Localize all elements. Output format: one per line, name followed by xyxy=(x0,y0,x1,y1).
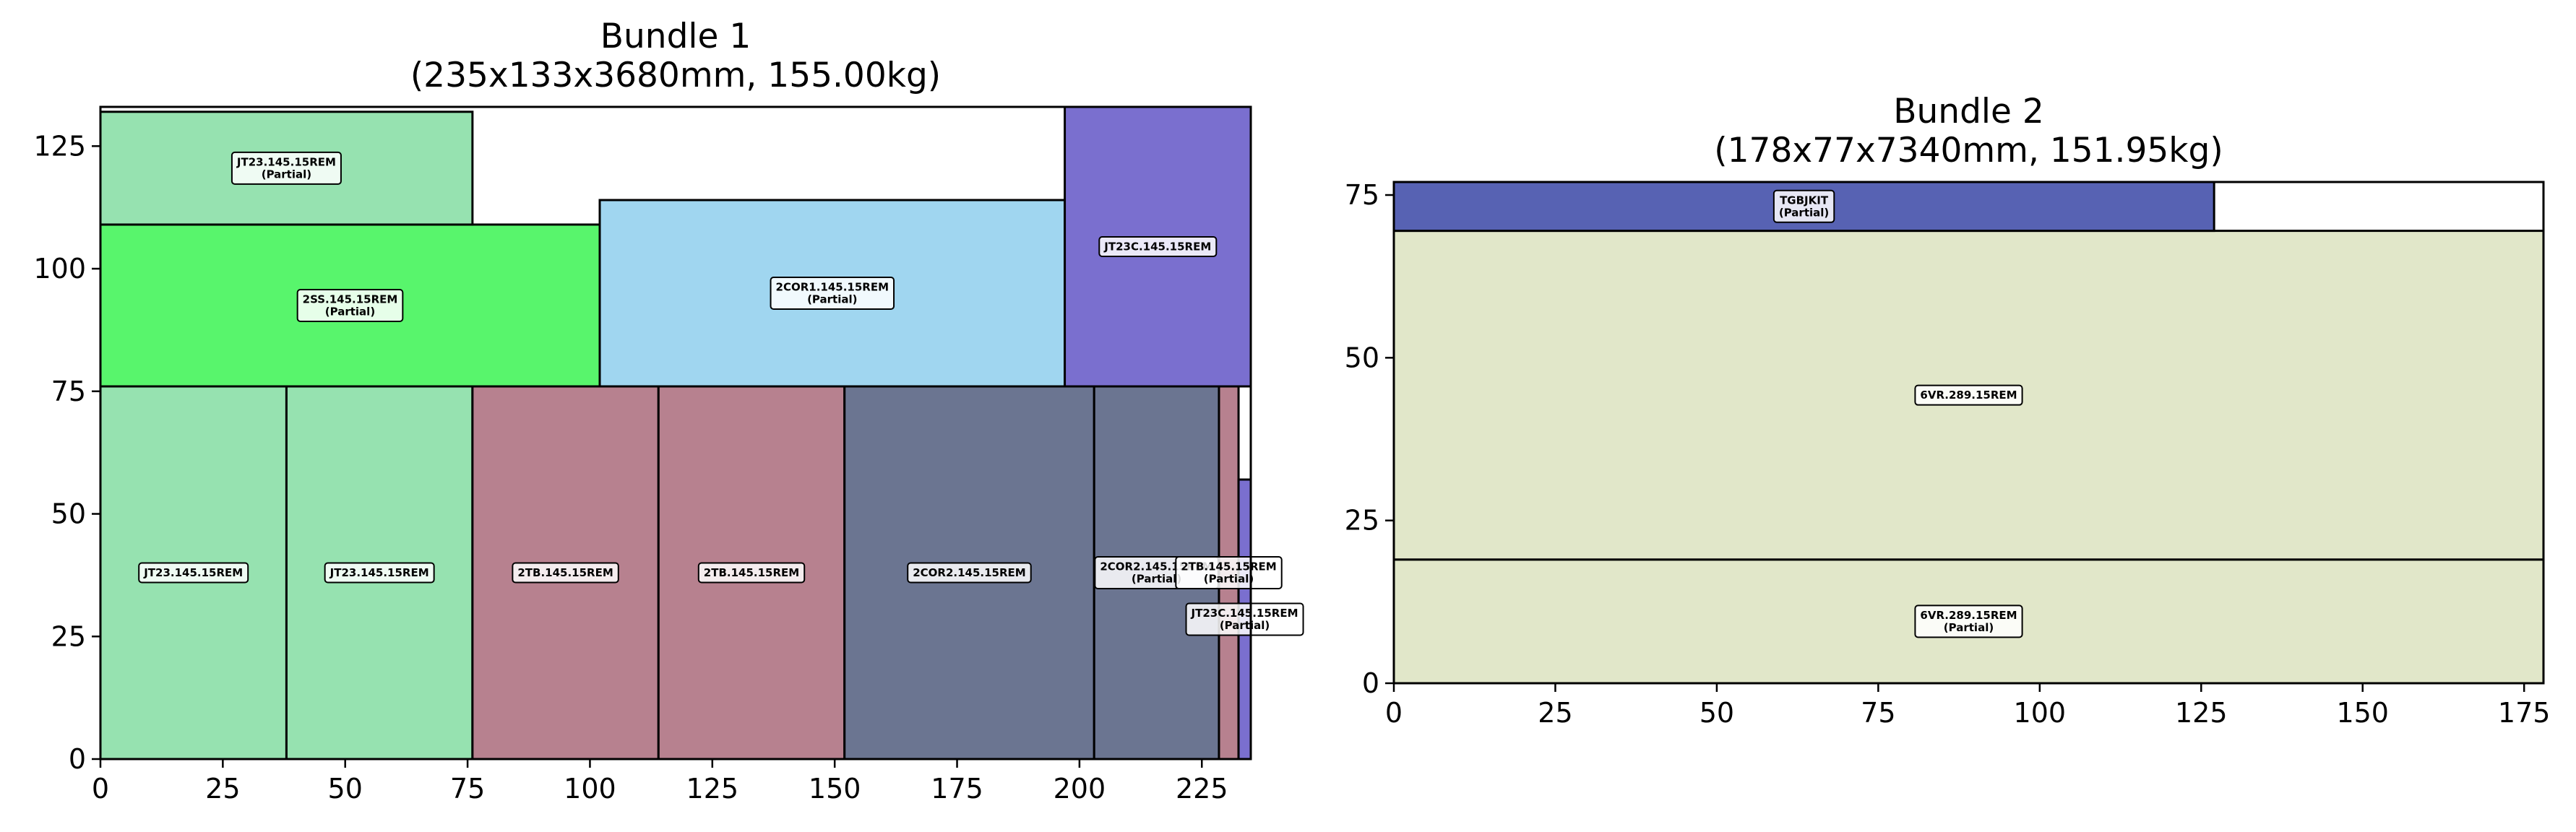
item-label-text: JT23.145.15REM xyxy=(236,155,336,168)
item-label-box xyxy=(1914,384,2023,406)
subplot-1: Bundle 1(235x133x3680mm, 155.00kg) JT23.1… xyxy=(33,17,1304,805)
item-label-box xyxy=(1175,556,1283,589)
chart-title: Bundle 1 xyxy=(600,17,751,56)
x-tick-label: 175 xyxy=(931,773,983,805)
x-tick-label: 75 xyxy=(1861,697,1895,729)
item-label-2: JT23.145.15REM xyxy=(324,562,435,584)
item-label-box xyxy=(1772,189,1835,223)
y-tick-label: 25 xyxy=(51,620,86,652)
item-label-7: 2TB.145.15REM(Partial) xyxy=(1175,556,1283,589)
item-label-text: 2SS.145.15REM xyxy=(303,292,398,306)
item-label-text: 2TB.145.15REM xyxy=(517,566,613,579)
y-tick-label: 0 xyxy=(1362,667,1379,699)
x-tick-label: 175 xyxy=(2498,697,2551,729)
item-label-box xyxy=(907,562,1032,584)
item-label-box xyxy=(296,288,404,322)
chart-title: Bundle 2 xyxy=(1893,92,2043,131)
item-label-9: 2SS.145.15REM(Partial) xyxy=(296,288,404,322)
item-label-5: 2COR2.145.15REM xyxy=(907,562,1032,584)
y-tick-label: 125 xyxy=(33,130,86,162)
item-label-text: (Partial) xyxy=(262,168,311,181)
item-label-box xyxy=(1914,604,2023,638)
item-label-box xyxy=(770,277,895,310)
y-tick-label: 25 xyxy=(1345,505,1379,537)
x-tick-label: 50 xyxy=(1700,697,1734,729)
axes-frame xyxy=(1392,181,2545,685)
item-label-text: (Partial) xyxy=(1779,206,1829,219)
item-label-box xyxy=(1098,236,1218,257)
item-label-text: 6VR.289.15REM xyxy=(1920,609,2017,622)
item-label-box xyxy=(1185,602,1304,636)
item-label-text: (Partial) xyxy=(1204,573,1254,586)
item-label-3: TGBJKIT(Partial) xyxy=(1772,189,1835,223)
item-label-box xyxy=(324,562,435,584)
x-tick-label: 150 xyxy=(2336,697,2389,729)
x-tick-label: 25 xyxy=(205,773,240,805)
chart-subtitle: (178x77x7340mm, 151.95kg) xyxy=(1714,131,2223,170)
item-label-text: JT23C.145.15REM xyxy=(1191,607,1298,620)
item-label-text: (Partial) xyxy=(1132,573,1181,586)
x-tick-label: 125 xyxy=(2175,697,2228,729)
item-label-text: 2TB.145.15REM xyxy=(704,566,799,579)
item-label-text: (Partial) xyxy=(807,293,857,306)
item-label-text: 2COR1.145.15REM xyxy=(776,281,889,294)
x-tick-label: 100 xyxy=(564,773,616,805)
y-tick-label: 50 xyxy=(51,498,86,530)
x-tick-label: 75 xyxy=(450,773,485,805)
item-label-box xyxy=(697,562,806,584)
x-tick-label: 200 xyxy=(1054,773,1106,805)
subplot-2: Bundle 2(178x77x7340mm, 151.95kg) 6VR.289… xyxy=(1345,92,2551,729)
item-label-box xyxy=(231,151,342,185)
item-label-11: 2COR1.145.15REM(Partial) xyxy=(770,277,895,310)
x-tick-label: 25 xyxy=(1538,697,1572,729)
y-tick-label: 75 xyxy=(1345,179,1379,211)
item-label-box xyxy=(138,562,249,584)
item-label-10: JT23.145.15REM(Partial) xyxy=(231,151,342,185)
item-label-text: (Partial) xyxy=(1944,621,1994,634)
item-label-text: JT23.145.15REM xyxy=(143,566,243,579)
x-tick-label: 150 xyxy=(809,773,861,805)
item-label-3: 2TB.145.15REM xyxy=(512,562,619,584)
item-label-text: (Partial) xyxy=(1220,619,1270,632)
y-tick-label: 50 xyxy=(1345,342,1379,373)
item-label-text: 6VR.289.15REM xyxy=(1920,389,2017,402)
item-label-2: 6VR.289.15REM xyxy=(1914,384,2023,406)
item-label-8: JT23C.145.15REM(Partial) xyxy=(1185,602,1304,636)
axes-frame xyxy=(99,105,1252,760)
item-label-1: JT23.145.15REM xyxy=(138,562,249,584)
item-label-text: 2COR2.145.15REM xyxy=(913,566,1026,579)
y-tick-label: 75 xyxy=(51,376,86,407)
item-label-text: (Partial) xyxy=(325,305,375,318)
x-tick-label: 0 xyxy=(1385,697,1403,729)
item-label-text: TGBJKIT xyxy=(1780,194,1829,207)
y-tick-label: 100 xyxy=(33,253,86,285)
item-label-text: JT23.145.15REM xyxy=(329,566,429,579)
x-tick-label: 100 xyxy=(2014,697,2067,729)
chart-subtitle: (235x133x3680mm, 155.00kg) xyxy=(410,56,941,95)
x-tick-label: 125 xyxy=(686,773,739,805)
x-tick-label: 0 xyxy=(92,773,109,805)
x-tick-label: 225 xyxy=(1176,773,1228,805)
item-label-12: JT23C.145.15REM xyxy=(1098,236,1218,257)
item-label-text: 2TB.145.15REM xyxy=(1181,560,1276,573)
item-label-box xyxy=(512,562,619,584)
y-tick-label: 0 xyxy=(69,743,86,775)
item-label-1: 6VR.289.15REM(Partial) xyxy=(1914,604,2023,638)
item-label-4: 2TB.145.15REM xyxy=(697,562,806,584)
item-label-text: JT23C.145.15REM xyxy=(1103,240,1211,254)
x-tick-label: 50 xyxy=(328,773,363,805)
